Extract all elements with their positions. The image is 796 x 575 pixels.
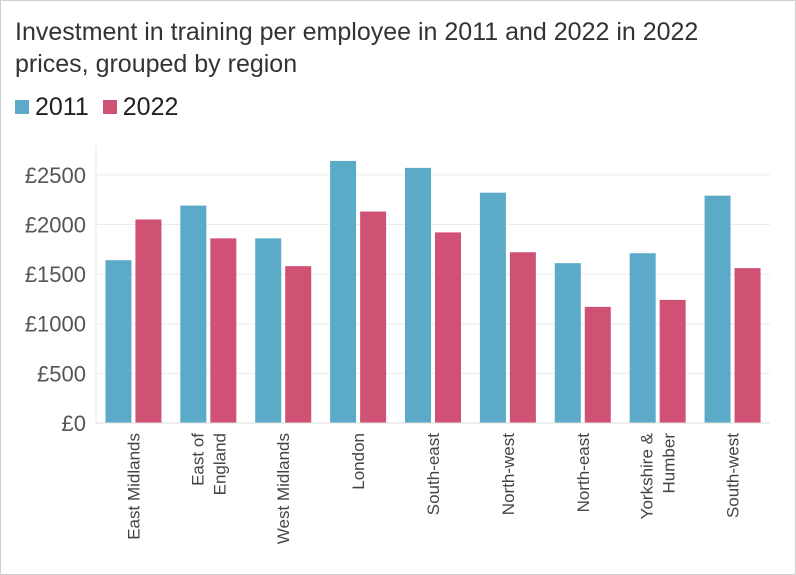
- y-tick-label: £1000: [25, 312, 86, 337]
- bar-2011-8: [704, 195, 731, 423]
- x-tick-label: Yorkshire &: [638, 432, 657, 519]
- bar-2011-4: [405, 167, 431, 423]
- chart-title: Investment in training per employee in 2…: [15, 18, 699, 78]
- bar-2022-5: [509, 252, 536, 423]
- legend-item-2022: 2022: [102, 92, 179, 122]
- legend-label-2011: 2011: [35, 93, 89, 121]
- y-tick-label: £0: [62, 411, 86, 436]
- x-tick-label: South-east: [424, 433, 443, 515]
- y-tick-label: £1500: [25, 262, 86, 287]
- x-tick-label: North-east: [574, 433, 593, 513]
- legend-swatch-2022: [102, 100, 117, 114]
- bar-2011-6: [554, 263, 581, 423]
- bar-2022-4: [435, 232, 461, 423]
- y-tick-label: £500: [37, 361, 86, 386]
- bar-2011-7: [629, 253, 656, 423]
- bar-2022-1: [210, 238, 237, 423]
- x-tick-label: East Midlands: [124, 433, 143, 540]
- bar-2022-2: [285, 266, 312, 423]
- legend: 2011 2022: [15, 92, 192, 122]
- x-tick-label: London: [349, 433, 368, 490]
- bar-2022-8: [734, 268, 761, 423]
- x-tick-label: South-west: [724, 433, 743, 518]
- x-tick-label: East of: [188, 433, 207, 486]
- legend-item-2011: 2011: [15, 92, 89, 122]
- bar-2022-7: [659, 299, 686, 423]
- x-tick-label: West Midlands: [274, 433, 293, 544]
- bar-2022-0: [135, 219, 162, 423]
- y-tick-label: £2000: [25, 212, 86, 237]
- x-tick-label: North-west: [499, 433, 518, 515]
- bar-2011-3: [330, 160, 357, 424]
- bar-2011-2: [255, 238, 282, 423]
- legend-label-2022: 2022: [122, 93, 179, 121]
- bar-2022-3: [360, 211, 387, 423]
- bar-2011-0: [105, 260, 132, 423]
- y-tick-label: £2500: [25, 163, 86, 188]
- bar-2022-6: [584, 306, 611, 423]
- bar-2011-1: [180, 205, 207, 423]
- bar-2011-5: [479, 192, 506, 423]
- legend-swatch-2011: [15, 100, 29, 114]
- x-tick-label: England: [210, 433, 229, 495]
- x-tick-label: Humber: [660, 433, 679, 494]
